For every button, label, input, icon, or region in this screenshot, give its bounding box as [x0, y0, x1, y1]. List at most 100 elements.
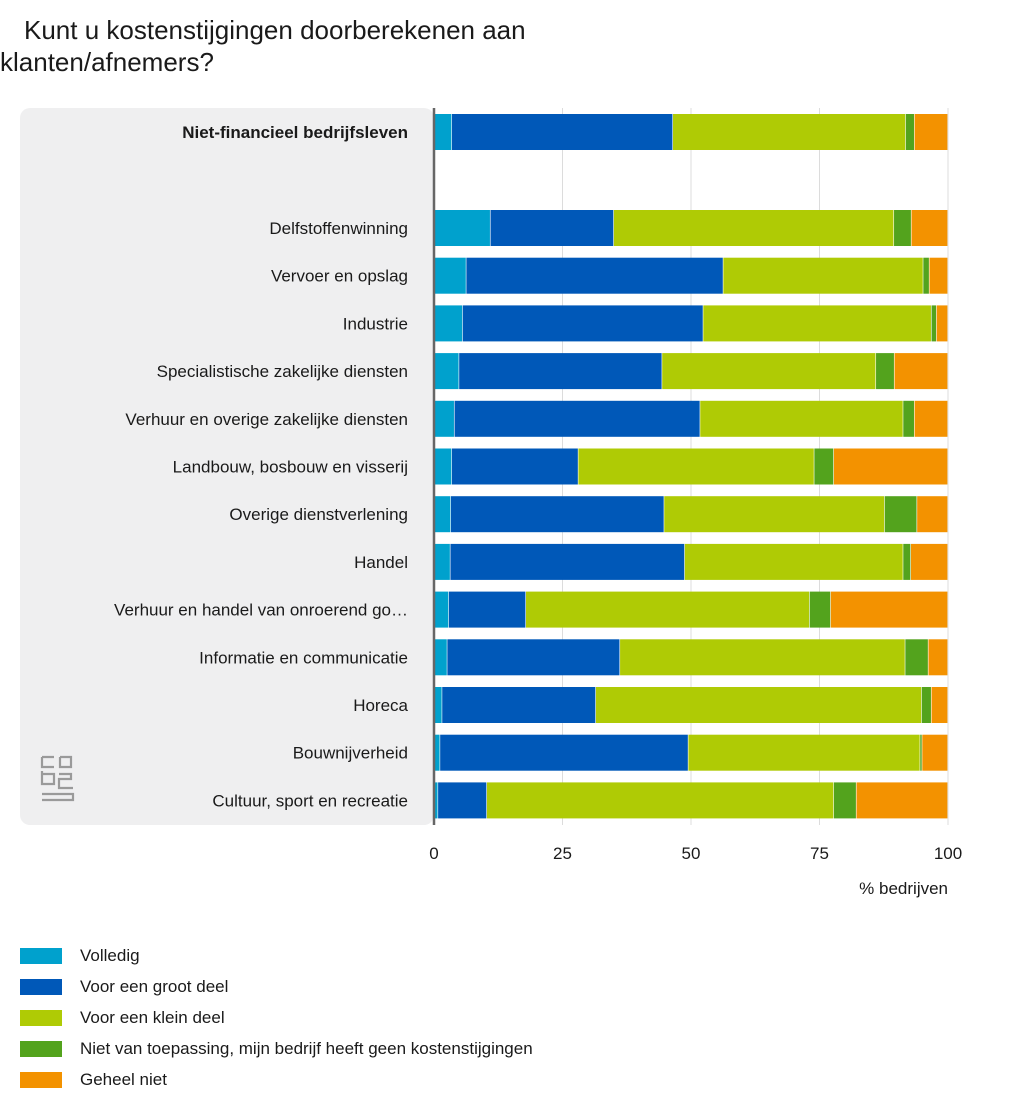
bar-segment	[903, 543, 911, 580]
category-label: Cultuur, sport en recreatie	[212, 791, 408, 810]
bar-segment	[917, 496, 948, 533]
category-label: Verhuur en handel van onroerend go…	[114, 601, 408, 620]
category-label: Handel	[354, 553, 408, 572]
x-axis-ticks: 0 25 50 75 100	[429, 844, 962, 863]
bar-segment	[434, 543, 450, 580]
bar-segment	[928, 639, 948, 676]
bar-segment	[434, 114, 452, 150]
bar-segment	[923, 257, 929, 294]
bar-segment	[894, 210, 911, 246]
bar-segment	[830, 591, 948, 628]
legend: Volledig Voor een groot deel Voor een klei…	[20, 940, 533, 1095]
bar-segment	[922, 734, 948, 771]
category-label: Landbouw, bosbouw en visserij	[173, 458, 408, 477]
bar-segment	[447, 639, 620, 676]
bar-segment	[578, 448, 814, 485]
bar-segment	[442, 687, 596, 723]
bar-segment	[454, 400, 700, 437]
bar-segment	[434, 734, 440, 771]
bar-segment	[526, 591, 810, 628]
bar-segment	[434, 400, 454, 437]
category-label: Bouwnijverheid	[293, 744, 408, 763]
bar-segment	[448, 591, 526, 628]
legend-item: Voor een groot deel	[20, 971, 533, 1002]
bar-segment	[929, 257, 948, 294]
x-tick-label: 50	[682, 844, 701, 863]
bar-segment	[905, 639, 928, 676]
bar-segment	[434, 353, 459, 390]
x-tick-label: 25	[553, 844, 572, 863]
bar-segment	[662, 353, 876, 390]
bar-segment	[490, 210, 614, 246]
cbs-logo-icon	[40, 755, 75, 802]
bar-segment	[905, 114, 914, 150]
bar-segment	[684, 543, 903, 580]
bar-segment	[664, 496, 885, 533]
category-label: Verhuur en overige zakelijke diensten	[125, 410, 408, 429]
bar-segment	[595, 687, 922, 723]
bar-segment	[814, 448, 834, 485]
bar-segment	[700, 400, 903, 437]
bar-segment	[673, 114, 906, 150]
bar-segment	[434, 782, 438, 819]
bar-segment	[434, 591, 449, 628]
bar-segment	[459, 353, 662, 390]
x-tick-label: 75	[810, 844, 829, 863]
bar-segment	[434, 687, 442, 723]
bar-segment	[703, 305, 931, 342]
bar-segment	[833, 448, 948, 485]
bar-segment	[451, 114, 673, 150]
legend-swatch	[20, 1040, 62, 1057]
category-labels: Niet-financieel bedrijfsleven Delfstoffen…	[114, 123, 408, 810]
bar-segment	[462, 305, 703, 342]
bar-segment	[620, 639, 905, 676]
category-label-panel	[20, 108, 434, 825]
bar-segment	[434, 210, 490, 246]
legend-label: Voor een groot deel	[80, 976, 229, 996]
bar-segment	[884, 496, 917, 533]
bar-segment	[833, 782, 856, 819]
bar-segment	[434, 448, 452, 485]
legend-swatch	[20, 947, 62, 964]
category-label: Niet-financieel bedrijfsleven	[182, 123, 408, 142]
bar-segment	[466, 257, 723, 294]
bar-segment	[876, 353, 894, 390]
legend-swatch	[20, 1071, 62, 1088]
category-label: Vervoer en opslag	[271, 267, 408, 286]
bar-segment	[723, 257, 923, 294]
bar-segment	[914, 400, 948, 437]
bar-segment	[910, 543, 948, 580]
legend-label: Volledig	[80, 945, 140, 965]
bar-segment	[931, 305, 937, 342]
bar-segment	[921, 687, 931, 723]
x-axis-label: % bedrijven	[859, 879, 948, 898]
bar-segment	[894, 353, 948, 390]
bars	[434, 114, 948, 819]
category-label: Delfstoffenwinning	[269, 219, 408, 238]
bar-segment	[688, 734, 920, 771]
stacked-bar-chart: Niet-financieel bedrijfsleven Delfstoffen…	[40, 108, 962, 898]
legend-label: Geheel niet	[80, 1069, 167, 1089]
bar-segment	[434, 257, 466, 294]
bar-segment	[440, 734, 688, 771]
x-tick-label: 100	[934, 844, 962, 863]
legend-item: Volledig	[20, 940, 533, 971]
legend-item: Voor een klein deel	[20, 1002, 533, 1033]
bar-segment	[434, 496, 451, 533]
bar-segment	[450, 496, 664, 533]
category-label: Informatie en communicatie	[199, 648, 408, 667]
bar-segment	[438, 782, 487, 819]
legend-item: Geheel niet	[20, 1064, 533, 1095]
bar-segment	[451, 448, 578, 485]
category-label: Horeca	[353, 696, 408, 715]
bar-segment	[486, 782, 834, 819]
legend-swatch	[20, 1009, 62, 1026]
legend-label: Voor een klein deel	[80, 1007, 225, 1027]
legend-swatch	[20, 978, 62, 995]
bar-segment	[434, 639, 447, 676]
bar-segment	[450, 543, 685, 580]
bar-segment	[903, 400, 914, 437]
bar-segment	[434, 305, 463, 342]
legend-item: Niet van toepassing, mijn bedrijf heeft …	[20, 1033, 533, 1064]
bar-segment	[911, 210, 948, 246]
